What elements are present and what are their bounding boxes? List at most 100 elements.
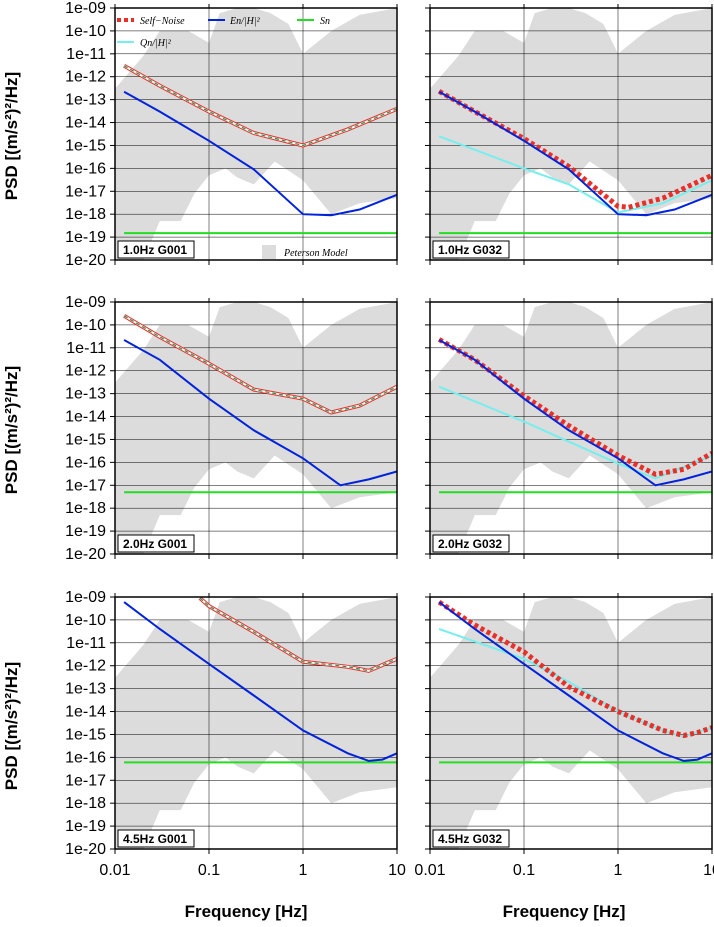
series-self-noise-inner [199,597,397,672]
legend: Self−Noise En/|H|² Sn Qn/|H|² Peterson M… [117,16,348,259]
panel-4-5hz-g032: 0.01 0.1 1 10 4.5Hz G032 [414,593,714,879]
panel-label: 2.0Hz G032 [432,534,510,553]
x-axis-title-left: Frequency [Hz] [185,902,308,921]
panel-label: 4.5Hz G032 [432,829,510,848]
y-tick-label: 1e-09 [65,589,106,606]
y-tick-label: 1e-16 [65,160,106,177]
y-axis-title-row1: PSD [(m/s²)²/Hz] [2,72,21,200]
x-tick-label: 1 [614,862,623,879]
y-tick-label: 1e-18 [65,795,106,812]
series-en [123,601,397,762]
plot-area [430,302,712,554]
x-tick-label: 0.01 [414,862,445,879]
y-axis-title-row2: PSD [(m/s²)²/Hz] [2,366,21,494]
plot-area [430,597,712,849]
legend-sn-label: Sn [320,16,330,27]
y-tick-label: 1e-16 [65,454,106,471]
y-tick-label: 1e-18 [65,500,106,517]
y-tick-label: 1e-14 [65,704,106,721]
legend-en-label: En/|H|² [229,16,261,27]
panel-frame [114,301,398,555]
y-tick-label: 1e-15 [65,726,106,743]
x-axis-title-right: Frequency [Hz] [503,902,626,921]
y-tick-label: 1e-15 [65,431,106,448]
series-qn [438,385,712,480]
y-tick-label: 1e-11 [66,635,106,652]
panel-label: 4.5Hz G001 [117,829,195,848]
panel-4-5hz-g001: 1e-20 1e-19 1e-18 1e-17 1e-16 1e-15 1e-14 1e-13… [65,589,406,879]
peterson-band [430,8,712,260]
peterson-band [430,302,712,554]
series-self-noise [437,599,712,739]
panel-label-text: 2.0Hz G032 [438,537,502,551]
series-self-noise-gap [123,64,397,147]
peterson-band [115,302,397,554]
y-tick-label: 1e-10 [65,23,106,40]
panel-label-text: 4.5Hz G001 [123,832,187,846]
peterson-band [430,597,712,849]
panel-label-text: 1.0Hz G001 [123,243,187,257]
panel-label: 2.0Hz G001 [117,534,195,553]
panel-label: 1.0Hz G032 [432,240,510,259]
y-tick-label: 1e-15 [65,137,106,154]
y-tick-label: 1e-20 [65,546,106,563]
panels: 1e-20 1e-19 1e-18 1e-17 1e-16 1e-15 1e-14 1e-13… [65,0,714,879]
y-tick-label: 1e-19 [65,818,106,835]
x-tick-label: 10 [703,862,714,879]
y-tick-label: 1e-17 [65,772,106,789]
y-tick-label: 1e-09 [65,294,106,311]
legend-peterson-swatch [262,245,276,259]
x-tick-label: 0.01 [99,862,130,879]
panel-2-0hz-g001: 1e-20 1e-19 1e-18 1e-17 1e-16 1e-15 1e-14 1e-13… [65,294,398,563]
panel-label: 1.0Hz G001 [117,240,195,259]
panel-frame [429,301,713,555]
panel-frame [114,7,398,261]
series-en [438,90,712,217]
plot-area [115,8,397,260]
panel-label-text: 4.5Hz G032 [438,832,502,846]
panel-label-box [432,829,510,848]
x-tick-label: 10 [388,862,406,879]
panel-label-box [432,240,510,259]
legend-self-noise-label: Self−Noise [140,16,185,27]
series-en [123,90,397,217]
panel-1-0hz-g001: 1e-20 1e-19 1e-18 1e-17 1e-16 1e-15 1e-14 1e-13… [65,0,398,269]
y-tick-label: 1e-10 [65,317,106,334]
panel-label-box [117,534,195,553]
y-tick-label: 1e-11 [66,340,106,357]
legend-qn-label: Qn/|H|² [140,38,172,49]
panel-label-text: 2.0Hz G001 [123,537,187,551]
y-tick-label: 1e-12 [65,658,106,675]
series-qn [438,135,712,214]
series-self-noise-inner [123,315,397,414]
plot-area [430,8,712,260]
y-tick-label: 1e-13 [65,681,106,698]
plot-area [115,597,397,849]
y-tick-label: 1e-19 [65,229,106,246]
x-tick-label: 0.1 [513,862,535,879]
y-axis-title-row3: PSD [(m/s²)²/Hz] [2,662,21,790]
y-tick-label: 1e-17 [65,183,106,200]
peterson-band [115,597,397,849]
plot-area [115,302,397,554]
y-tick-label: 1e-14 [65,115,106,132]
y-tick-label: 1e-20 [65,252,106,269]
panel-frame [429,7,713,261]
y-tick-label: 1e-18 [65,206,106,223]
x-tick-label: 0.1 [198,862,220,879]
y-tick-label: 1e-16 [65,749,106,766]
y-tick-label: 1e-17 [65,477,106,494]
panel-label-box [432,534,510,553]
y-tick-label: 1e-20 [65,841,106,858]
panel-label-box [117,240,195,259]
series-en [123,339,397,487]
y-tick-label: 1e-12 [65,69,106,86]
panel-2-0hz-g032: 2.0Hz G032 [425,298,713,559]
y-tick-label: 1e-13 [65,386,106,403]
y-tick-label: 1e-19 [65,523,106,540]
panel-frame [429,596,713,850]
series-en [438,339,712,487]
legend-peterson-label: Peterson Model [283,248,348,259]
y-tick-label: 1e-10 [65,612,106,629]
